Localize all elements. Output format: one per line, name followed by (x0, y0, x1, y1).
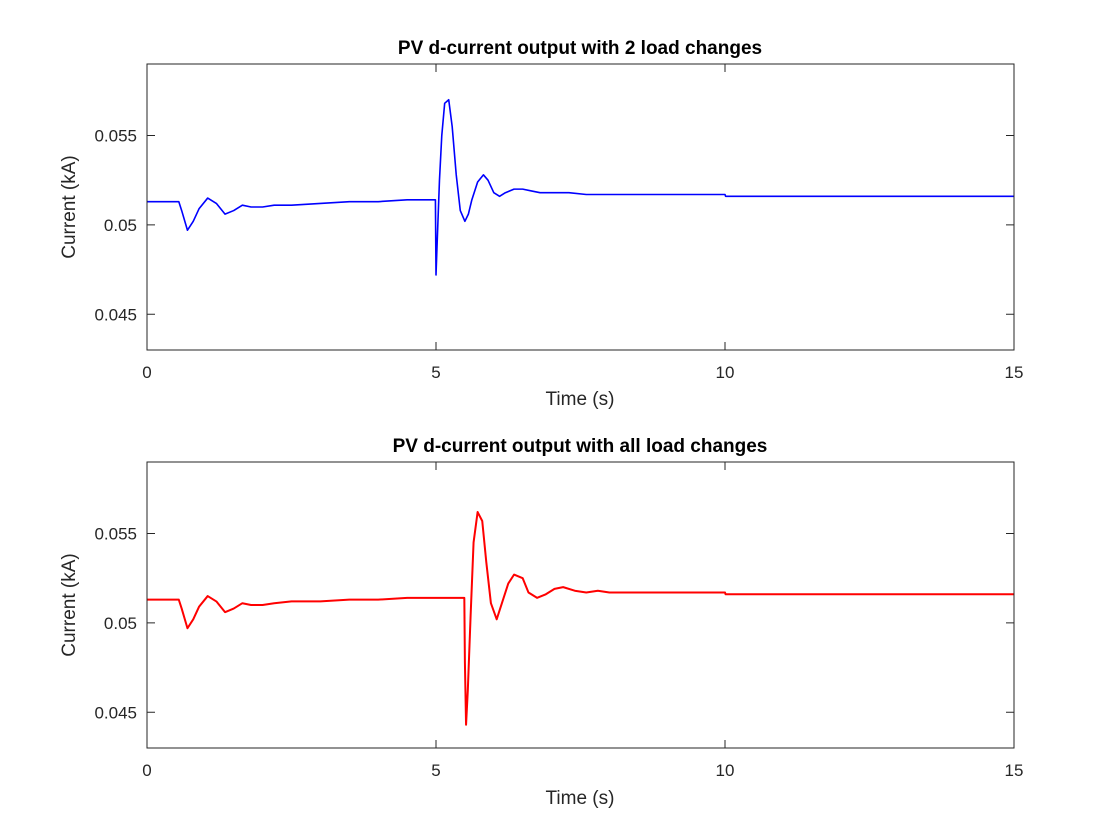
x-tick-label: 0 (142, 761, 151, 780)
x-tick-label: 5 (431, 761, 440, 780)
x-tick-label: 10 (716, 363, 735, 382)
x-axis-label: Time (s) (546, 788, 615, 809)
tick-group: 0 5 10 15 0.045 0.05 0.055 (94, 462, 1023, 780)
chart-title: PV d-current output with 2 load changes (398, 38, 762, 59)
y-tick-label: 0.055 (94, 525, 137, 544)
chart-title: PV d-current output with all load change… (393, 436, 768, 457)
series-layer (147, 98, 1014, 276)
y-axis-label: Current (kA) (59, 553, 80, 656)
series-line (147, 98, 1014, 276)
y-tick-label: 0.05 (104, 216, 137, 235)
x-tick-label: 15 (1005, 761, 1024, 780)
y-tick-label: 0.055 (94, 127, 137, 146)
series-layer (147, 511, 1014, 726)
y-tick-label: 0.05 (104, 614, 137, 633)
x-axis-label: Time (s) (546, 389, 615, 410)
y-tick-label: 0.045 (94, 305, 137, 324)
x-tick-label: 5 (431, 363, 440, 382)
subplot-top: PV d-current output with 2 load changes … (59, 38, 1023, 410)
axes-box (146, 63, 1015, 351)
y-tick-label: 0.045 (94, 703, 137, 722)
axes-box (146, 461, 1015, 749)
x-tick-label: 15 (1005, 363, 1024, 382)
x-tick-label: 0 (142, 363, 151, 382)
subplot-bottom: PV d-current output with all load change… (59, 436, 1023, 809)
series-line (147, 511, 1014, 726)
x-tick-label: 10 (716, 761, 735, 780)
tick-group: 0 5 10 15 0.045 0.05 0.055 (94, 64, 1023, 382)
y-axis-label: Current (kA) (59, 155, 80, 258)
